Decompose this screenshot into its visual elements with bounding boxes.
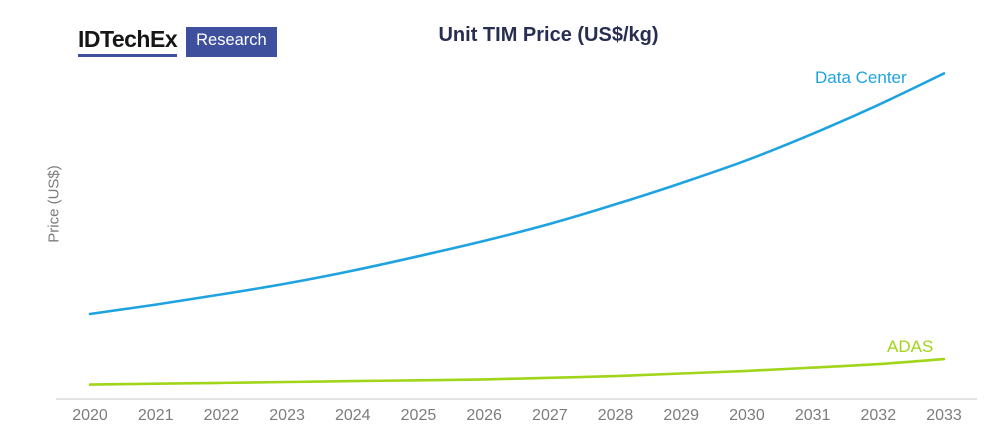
x-tick-label: 2020 bbox=[72, 407, 108, 424]
series-line-adas bbox=[88, 357, 946, 386]
x-tick-label: 2030 bbox=[729, 407, 765, 424]
x-tick-label: 2026 bbox=[466, 407, 502, 424]
x-tick-label: 2023 bbox=[269, 407, 305, 424]
logo-research-badge: Research bbox=[186, 27, 277, 58]
x-tick-label: 2033 bbox=[926, 407, 962, 424]
logo-brand-text: IDTechEx bbox=[78, 26, 178, 58]
series-label-adas: ADAS bbox=[887, 337, 934, 356]
x-tick-label: 2032 bbox=[860, 407, 897, 424]
x-tick-label: 2029 bbox=[663, 407, 700, 424]
series-line-data-center bbox=[88, 72, 946, 316]
x-tick-label: 2028 bbox=[597, 407, 634, 424]
x-tick-label: 2031 bbox=[794, 407, 831, 424]
x-tick-label: 2027 bbox=[532, 407, 568, 424]
series-label-data-center: Data Center bbox=[815, 68, 907, 87]
x-tick-label: 2024 bbox=[334, 407, 371, 424]
series-lines bbox=[88, 72, 946, 386]
x-tick-label: 2025 bbox=[400, 407, 437, 424]
x-tick-label: 2021 bbox=[137, 407, 174, 424]
x-tick-label: 2022 bbox=[203, 407, 240, 424]
idtechex-logo: IDTechEx Research bbox=[78, 26, 277, 58]
chart-title: Unit TIM Price (US$/kg) bbox=[438, 24, 659, 46]
